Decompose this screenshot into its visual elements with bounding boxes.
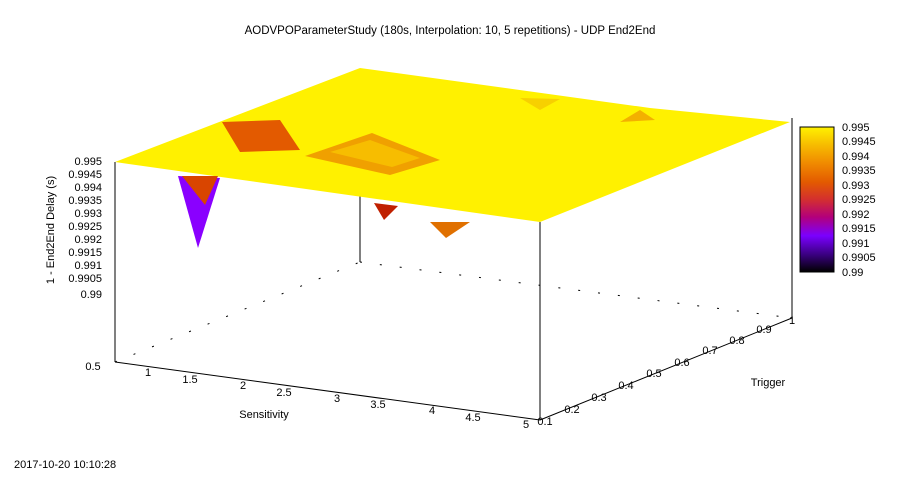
surface-main	[115, 68, 790, 222]
y-axis-label: Trigger	[751, 377, 786, 389]
x-axis-line	[114, 361, 541, 421]
colorbar-label: 0.991	[842, 238, 870, 250]
y-tick-label: 0.1	[537, 416, 552, 428]
surface-back-shade	[620, 110, 655, 122]
surface-plot	[115, 68, 790, 248]
colorbar-label: 0.9945	[842, 136, 876, 148]
x-axis-ticks: 0.5 1 1.5 2 2.5 3 3.5 4 4.5 5	[85, 361, 529, 431]
z-tick-label: 0.9935	[68, 195, 102, 207]
x-tick-label: 5	[523, 419, 529, 431]
y-tick-label: 0.5	[646, 368, 661, 380]
z-tick-label: 0.9945	[68, 169, 102, 181]
x-tick-label: 4	[429, 405, 435, 417]
x-tick-label: 3	[334, 393, 340, 405]
z-tick-label: 0.992	[74, 234, 102, 246]
z-tick-label: 0.991	[74, 260, 102, 272]
back-floor-edge-left	[114, 261, 361, 363]
y-axis-line	[539, 317, 793, 421]
colorbar-label: 0.9915	[842, 223, 876, 235]
x-tick-label: 2.5	[276, 387, 291, 399]
colorbar-label: 0.995	[842, 122, 870, 134]
surface-back-shade-2	[520, 98, 560, 110]
colorbar-label: 0.9905	[842, 252, 876, 264]
x-tick-label: 0.5	[85, 361, 100, 373]
surface-notch-mid	[374, 203, 398, 220]
surface-notch-right	[430, 222, 470, 238]
back-floor-edge-right	[359, 261, 793, 319]
colorbar-label: 0.993	[842, 180, 870, 192]
y-tick-label: 1	[789, 315, 795, 327]
x-tick-label: 2	[240, 380, 246, 392]
z-tick-label: 0.994	[74, 182, 102, 194]
z-axis-ticks: 0.995 0.9945 0.994 0.9935 0.993 0.9925 0…	[68, 156, 102, 301]
surface-pit-left-shade	[182, 176, 218, 205]
x-axis-label: Sensitivity	[239, 409, 289, 421]
z-tick-label: 0.993	[74, 208, 102, 220]
x-tick-label: 1	[145, 367, 151, 379]
z-tick-label: 0.99	[81, 289, 102, 301]
timestamp: 2017-10-20 10:10:28	[14, 459, 116, 471]
z-tick-label: 0.9925	[68, 221, 102, 233]
colorbar-label: 0.992	[842, 209, 870, 221]
y-tick-label: 0.4	[618, 380, 633, 392]
z-tick-label: 0.995	[74, 156, 102, 168]
colorbar-label: 0.9935	[842, 165, 876, 177]
colorbar-label: 0.994	[842, 151, 870, 163]
z-tick-label: 0.9905	[68, 273, 102, 285]
y-tick-label: 0.9	[756, 324, 771, 336]
surface-ridge	[222, 120, 300, 152]
y-axis-ticks: 0.1 0.2 0.3 0.4 0.5 0.6 0.7 0.8 0.9 1	[537, 315, 795, 428]
chart-title: AODVPOParameterStudy (180s, Interpolatio…	[245, 25, 656, 37]
colorbar-label: 0.99	[842, 267, 863, 279]
surface-center-dip-deep	[330, 140, 420, 167]
y-tick-label: 0.2	[564, 404, 579, 416]
y-tick-label: 0.7	[702, 345, 717, 357]
colorbar-gradient	[799, 126, 835, 273]
x-tick-label: 1.5	[182, 374, 197, 386]
y-tick-label: 0.8	[729, 335, 744, 347]
y-tick-label: 0.6	[674, 357, 689, 369]
z-tick-label: 0.9915	[68, 247, 102, 259]
z-axis-label: 1 - End2End Delay (s)	[45, 176, 57, 284]
x-tick-label: 3.5	[370, 399, 385, 411]
x-tick-label: 4.5	[465, 412, 480, 424]
colorbar: 0.995 0.9945 0.994 0.9935 0.993 0.9925 0…	[799, 122, 876, 279]
colorbar-label: 0.9925	[842, 194, 876, 206]
y-tick-label: 0.3	[591, 392, 606, 404]
